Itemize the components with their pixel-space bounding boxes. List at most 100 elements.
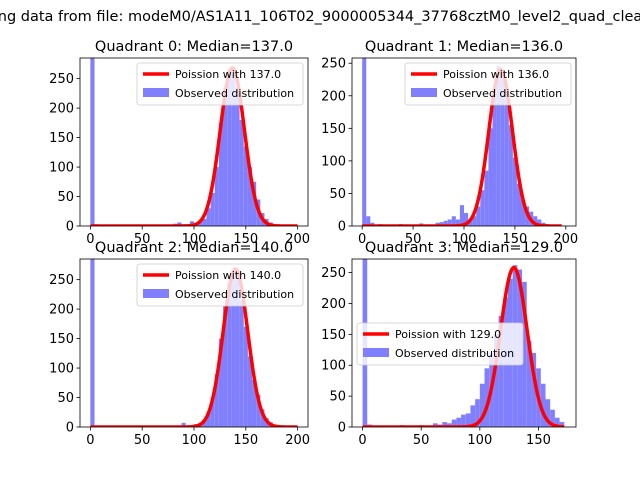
histogram-bar [214, 373, 219, 427]
histogram-bar [531, 352, 537, 427]
y-tick-label: 0 [338, 220, 346, 235]
poisson-fit-line [89, 66, 299, 226]
y-tick-label: 100 [49, 362, 74, 377]
histogram-bar [206, 412, 211, 427]
histogram-bar [362, 58, 367, 226]
histogram-bar [223, 306, 228, 427]
histogram-bar [488, 128, 493, 226]
histogram-bar [559, 422, 565, 427]
y-tick-label: 150 [49, 131, 74, 146]
legend-box [356, 322, 524, 366]
y-tick-label: 0 [338, 421, 346, 436]
histogram-bar [472, 216, 477, 226]
histogram-bar [210, 192, 215, 226]
subplot-quadrant-3: 0 50 100 150 0 50 100 150 200 250 Quadrant 3: Medi… [321, 240, 577, 448]
subplot-title: Quadrant 2: Median=140.0 [95, 240, 293, 256]
histogram-bar [90, 58, 95, 226]
legend-fit-label: Poission with 140.0 [175, 269, 281, 282]
histogram-bar [235, 87, 240, 226]
legend: Poission with 137.0 Observed distribution [136, 62, 304, 106]
x-tick-label: 200 [285, 433, 310, 448]
histogram-bar [260, 409, 265, 427]
histogram-bar [206, 208, 211, 226]
histogram-bar [231, 270, 236, 427]
y-tick-label: 100 [321, 154, 346, 169]
legend-fit-label: Poission with 137.0 [175, 68, 281, 81]
histogram-bar [484, 170, 489, 226]
x-tick-label: 50 [134, 433, 151, 448]
legend-hist-swatch [143, 289, 169, 298]
x-tick-label: 50 [413, 433, 430, 448]
histogram-bar [231, 73, 236, 226]
histogram-bar [256, 394, 261, 427]
y-tick-label: 150 [321, 328, 346, 343]
legend: Poission with 140.0 Observed distribution [136, 263, 304, 307]
x-tick-label: 0 [358, 433, 366, 448]
subplot-title: Quadrant 1: Median=136.0 [365, 39, 563, 55]
histogram-bar [480, 190, 485, 226]
legend-box [136, 62, 304, 106]
histogram-bar [533, 216, 538, 226]
histogram-bar [550, 409, 555, 427]
histogram-bar [442, 422, 447, 427]
y-tick-label: 150 [321, 122, 346, 137]
x-tick-label: 100 [182, 232, 207, 247]
subplot-title: Quadrant 3: Median=129.0 [365, 240, 563, 256]
histogram-bar [223, 87, 228, 226]
histogram-bar [218, 338, 224, 427]
poisson-fit-line [360, 67, 563, 226]
histogram-bar [526, 340, 532, 427]
x-tick-label: 0 [86, 232, 94, 247]
histogram-bar [243, 146, 248, 226]
histogram-bar [498, 315, 504, 427]
histogram-bar [252, 379, 257, 427]
legend-fit-label: Poission with 136.0 [443, 68, 549, 81]
y-tick-label: 250 [321, 266, 346, 281]
histogram-bar [500, 76, 505, 226]
x-tick-label: 150 [526, 433, 551, 448]
y-tick-label: 0 [66, 421, 74, 436]
histogram-bar [456, 417, 462, 427]
legend: Poission with 129.0 Observed distribution [356, 322, 524, 366]
histogram-bar [432, 423, 438, 427]
histogram-bar [235, 279, 240, 427]
histogram-bar [202, 218, 207, 226]
y-tick-label: 50 [329, 390, 346, 405]
subplot-quadrant-0: 0 50 100 150 200 0 50 100 150 200 250 Quadrant 0: M… [49, 39, 310, 247]
legend-hist-swatch [363, 348, 389, 357]
histogram-bar [451, 419, 457, 427]
histogram-bar [492, 92, 497, 226]
histogram-bar [521, 199, 526, 226]
y-tick-label: 50 [329, 187, 346, 202]
histogram-bar [177, 222, 182, 226]
legend-fit-label: Poission with 129.0 [395, 328, 501, 341]
legend-hist-swatch [411, 88, 437, 97]
histogram-bar [516, 183, 522, 226]
histogram-bar [504, 92, 509, 226]
legend-hist-label: Observed distribution [395, 347, 514, 360]
histogram-bar [218, 122, 224, 226]
y-tick-label: 200 [321, 297, 346, 312]
y-tick-label: 50 [57, 391, 74, 406]
y-tick-label: 100 [321, 359, 346, 374]
histogram-bar [446, 423, 452, 427]
histogram-bar [475, 399, 480, 427]
plot-area [360, 58, 563, 226]
histogram-bar [239, 119, 244, 226]
x-tick-label: 0 [358, 232, 366, 247]
histogram-bar [461, 414, 466, 427]
histogram-bar [239, 300, 244, 427]
legend-hist-label: Observed distribution [443, 87, 562, 100]
y-tick-label: 200 [49, 303, 74, 318]
x-tick-label: 150 [502, 232, 527, 247]
histogram-bar [439, 222, 444, 226]
y-tick-label: 100 [49, 161, 74, 176]
histogram-bar [476, 206, 481, 226]
y-tick-label: 250 [49, 72, 74, 87]
histogram-bar [451, 216, 456, 226]
subplot-title: Quadrant 0: Median=137.0 [95, 39, 293, 55]
histogram-bar [537, 219, 542, 226]
x-tick-label: 50 [405, 232, 422, 247]
histogram-bar [470, 405, 476, 427]
histogram-bar [455, 219, 460, 226]
